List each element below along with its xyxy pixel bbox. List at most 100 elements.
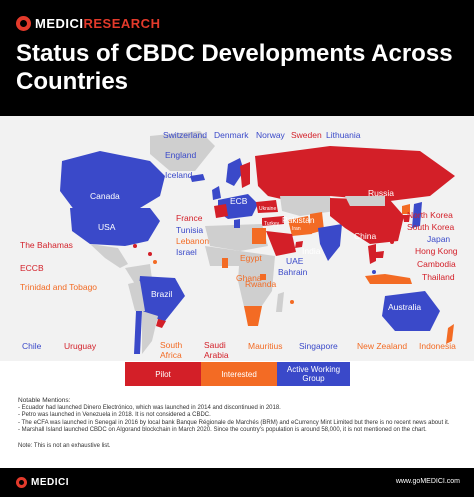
label-iran: Iran (292, 226, 301, 232)
label-cambodia: Cambodia (417, 259, 456, 269)
label-turkey: Turkey (264, 221, 280, 227)
iran-shape (288, 216, 312, 236)
label-saudi-arabia: Saudi Arabia (204, 340, 229, 360)
footer-url[interactable]: www.goMEDICI.com (395, 478, 460, 485)
label-indonesia: Indonesia (419, 341, 456, 351)
label-uae: UAE (286, 256, 304, 266)
header-banner: MEDICIRESEARCH Status of CBDC Developmen… (0, 0, 474, 116)
label-canada: Canada (90, 191, 120, 201)
label-australia: Australia (388, 302, 422, 312)
label-france: France (176, 213, 203, 223)
madagascar-shape (276, 292, 284, 312)
label-ghana: Ghana (236, 273, 262, 283)
page-title: Status of CBDC Developments Across Count… (16, 40, 453, 95)
note-item: - Ecuador had launched Dinero Electrónic… (18, 404, 281, 411)
mexico-shape (90, 244, 128, 268)
chile-shape (134, 311, 142, 354)
egypt-shape (252, 228, 266, 244)
label-lithuania: Lithuania (326, 130, 361, 140)
cambodia-shape (376, 251, 384, 258)
england-shape (212, 186, 221, 200)
uae-shape (295, 241, 303, 248)
india-shape (318, 224, 342, 261)
map-graphic (60, 131, 455, 354)
label-switzerland: Switzerland (163, 130, 207, 140)
notes-heading: Notable Mentions: (18, 397, 71, 404)
russia-shape (255, 146, 455, 201)
canada-shape (60, 151, 165, 211)
australia-shape (382, 291, 440, 331)
label-new-zealand: New Zealand (357, 341, 408, 351)
label-russia: Russia (368, 188, 394, 198)
label-uruguay: Uruguay (64, 341, 97, 351)
brand-sub: RESEARCH (83, 16, 161, 31)
label-china: China (354, 231, 377, 241)
label-egypt: Egypt (240, 253, 262, 263)
france-shape (214, 204, 228, 218)
label-tunisia: Tunisia (176, 225, 204, 235)
note-item: - Petro was launched in Venezuela in 201… (18, 412, 211, 418)
argentina-shape (142, 311, 158, 354)
turkey-shape (262, 216, 284, 226)
legend-active-working-group: Active Working Group (277, 362, 350, 386)
footer-brand: MEDICI (31, 477, 69, 488)
brand-logo: MEDICIRESEARCH (16, 16, 160, 31)
label-the-bahamas: The Bahamas (20, 240, 73, 250)
bahamas-shape (133, 244, 137, 248)
trinidad-shape (153, 260, 157, 264)
label-bahrain: Bahrain (278, 267, 308, 277)
label-india: India (302, 246, 321, 256)
usa-shape (70, 208, 160, 246)
medici-logo-icon (16, 16, 31, 31)
label-south-korea: South Korea (407, 222, 455, 232)
singapore-shape (372, 270, 376, 274)
label-north-korea: North Korea (407, 210, 453, 220)
label-rwanda: Rwanda (245, 279, 277, 289)
peru-shape (128, 281, 145, 311)
label-denmark: Denmark (214, 130, 249, 140)
eccb-shape (148, 252, 152, 256)
label-hong-kong: Hong Kong (415, 246, 458, 256)
footer-logo: MEDICI (16, 477, 69, 488)
mongolia-shape (345, 196, 385, 206)
label-norway: Norway (256, 130, 285, 140)
uruguay-shape (156, 319, 166, 328)
label-ecb: ECB (230, 196, 248, 206)
label-lebanon: Lebanon (176, 236, 210, 246)
footer-bar: MEDICI www.goMEDICI.com (0, 468, 474, 497)
label-chile: Chile (22, 341, 42, 351)
japan-shape (412, 202, 422, 228)
label-singapore: Singapore (299, 341, 338, 351)
south-korea-shape (403, 215, 410, 222)
label-usa: USA (98, 222, 116, 232)
label-thailand: Thailand (422, 272, 455, 282)
norway-shape (226, 158, 244, 186)
indonesia-shape (365, 274, 412, 284)
legend-pilot: Pilot (125, 362, 201, 386)
label-mauritius: Mauritius (248, 341, 283, 351)
brazil-shape (138, 276, 185, 321)
medici-logo-icon (16, 477, 27, 488)
label-brazil: Brazil (151, 289, 173, 299)
legend-interested-label: Interested (221, 369, 257, 379)
ukraine-shape (256, 200, 278, 213)
legend-interested: Interested (201, 362, 277, 386)
new-zealand-shape (446, 324, 454, 344)
west-africa-shape (205, 246, 242, 266)
label-south-africa: South Africa (160, 340, 183, 360)
note-item: - Marshall Island launched CBDC on Algor… (18, 427, 427, 433)
sweden-shape (240, 162, 250, 188)
label-japan: Japan (427, 234, 451, 244)
china-shape (330, 198, 404, 244)
saudi-shape (266, 231, 296, 256)
central-africa-shape (238, 251, 275, 316)
label-sweden: Sweden (291, 130, 322, 140)
label-trinidad-and-tobago: Trinidad and Tobago (20, 282, 98, 292)
north-korea-shape (402, 204, 410, 214)
notes-disclaimer: Note: This is not an exhaustive list. (18, 442, 111, 449)
south-africa-shape (244, 306, 262, 326)
label-ukraine: Ukraine (259, 206, 277, 212)
greenland-shape (150, 131, 215, 171)
ecb-shape (218, 194, 258, 219)
mauritius-shape (290, 300, 294, 304)
